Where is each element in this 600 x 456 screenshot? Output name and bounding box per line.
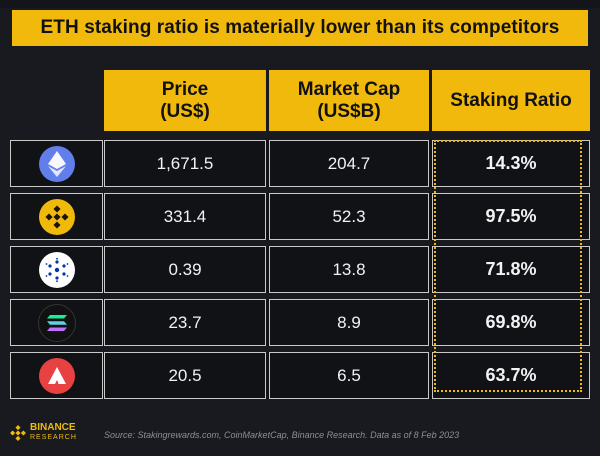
market-cap-cell: 13.8 [269,246,429,293]
header-staking-ratio: Staking Ratio [432,70,590,131]
market-cap-value: 204.7 [327,153,371,173]
table-row [10,140,590,187]
binance-research-logo: BINANCE RESEARCH [10,423,77,442]
coin-cell [10,299,103,346]
market-cap-value: 13.8 [332,259,366,279]
price-value: 1,671.5 [156,153,214,173]
footer: BINANCE RESEARCH Source: Stakingrewards.… [0,415,600,456]
staking-ratio-value: 63.7% [485,365,537,385]
market-cap-value: 8.9 [337,312,361,332]
staking-ratio-cell: 71.8% [432,246,590,293]
market-cap-cell: 204.7 [269,140,429,187]
cardano-icon [38,251,75,288]
market-cap-value: 6.5 [337,365,361,385]
ethereum-icon [38,145,75,182]
staking-ratio-value: 69.8% [485,312,537,332]
header-market-cap: Market Cap (US$B) [269,70,429,131]
price-value: 23.7 [168,312,202,332]
market-cap-cell: 8.9 [269,299,429,346]
coin-cell [10,140,103,187]
staking-ratio-cell: 14.3% [432,140,590,187]
staking-ratio-cell: 63.7% [432,352,590,399]
top-strip [0,0,600,8]
price-cell: 1,671.5 [104,140,266,187]
bnb-icon [38,198,75,235]
price-cell: 23.7 [104,299,266,346]
header-staking-ratio-line1: Staking Ratio [450,89,572,111]
table-row [10,299,590,346]
binance-logo-icon [10,424,26,441]
market-cap-cell: 6.5 [269,352,429,399]
title-banner: ETH staking ratio is materially lower th… [12,10,588,46]
staking-ratio-value: 14.3% [485,153,537,173]
header-price-line1: Price [161,78,209,100]
market-cap-cell: 52.3 [269,193,429,240]
staking-ratio-value: 71.8% [485,259,537,279]
header-market-cap-line1: Market Cap [297,78,401,100]
price-cell: 20.5 [104,352,266,399]
header-price: Price (US$) [104,70,266,131]
table-row [10,193,590,240]
price-value: 20.5 [168,365,202,385]
price-cell: 331.4 [104,193,266,240]
staking-ratio-cell: 97.5% [432,193,590,240]
staking-ratio-value: 97.5% [485,206,537,226]
coin-cell [10,246,103,293]
logo-word: BINANCE [30,422,76,433]
avalanche-icon [38,357,75,394]
table-row [10,246,590,293]
source-note: Source: Stakingrewards.com, CoinMarketCa… [104,430,460,440]
logo-sub: RESEARCH [30,434,77,441]
coin-cell [10,193,103,240]
price-value: 0.39 [168,259,202,279]
staking-ratio-cell: 69.8% [432,299,590,346]
price-cell: 0.39 [104,246,266,293]
solana-icon [37,303,76,342]
market-cap-value: 52.3 [332,206,366,226]
header-price-line2: (US$) [160,100,210,122]
header-market-cap-line2: (US$B) [317,100,381,122]
price-value: 331.4 [163,206,207,226]
coin-cell [10,352,103,399]
